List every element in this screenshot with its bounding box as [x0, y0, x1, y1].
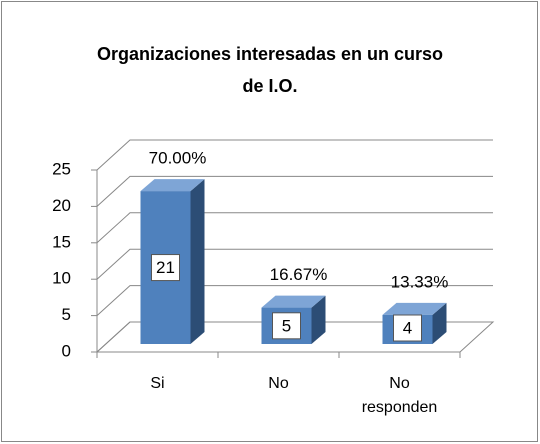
- y-tick-label: 20: [52, 196, 71, 215]
- grid-line: [96, 248, 493, 280]
- grid-line: [96, 321, 493, 353]
- bar-side: [432, 302, 447, 344]
- y-tick-label: 25: [52, 159, 71, 178]
- y-tick-label: 0: [62, 341, 71, 360]
- value-label: 4: [403, 318, 412, 337]
- x-tick-label: No responden: [361, 375, 438, 416]
- value-label: 5: [282, 316, 291, 335]
- grid-line: [96, 139, 493, 171]
- bar-side: [190, 179, 205, 344]
- value-label-box: [393, 314, 422, 342]
- grid-line: [96, 175, 493, 207]
- percent-label: 16.67%: [270, 265, 328, 284]
- x-tick-label: No: [268, 375, 289, 392]
- grid-line: [96, 285, 493, 316]
- x-tick-label: Si: [150, 375, 165, 392]
- y-tick-label: 5: [62, 305, 71, 324]
- bar-top: [382, 302, 447, 315]
- bar-side: [311, 295, 326, 344]
- percent-label: 70.00%: [149, 149, 207, 168]
- value-label-box: [272, 312, 301, 340]
- chart-title: Organizaciones interesadas en un curso d…: [96, 44, 444, 96]
- grid-line: [96, 212, 493, 244]
- value-label: 21: [156, 258, 175, 277]
- y-tick-label: 15: [52, 232, 71, 251]
- value-label-box: [151, 254, 180, 282]
- y-tick-label: 10: [52, 269, 71, 288]
- bar-top: [140, 179, 205, 192]
- bar-top: [261, 295, 326, 308]
- percent-label: 13.33%: [391, 272, 449, 291]
